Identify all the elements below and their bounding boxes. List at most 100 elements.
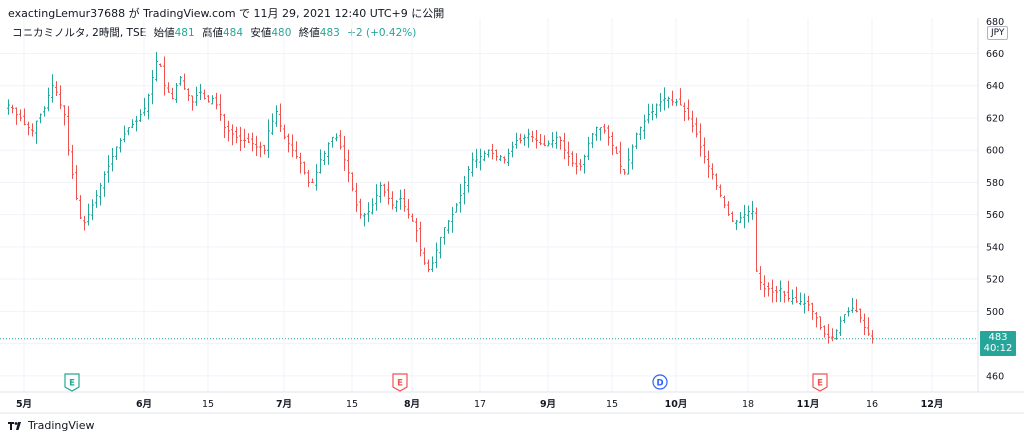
ohlc-bar bbox=[339, 130, 342, 150]
open-value: 481 bbox=[174, 27, 195, 39]
ohlc-bar bbox=[211, 95, 214, 105]
ohlc-bar bbox=[95, 190, 98, 208]
ohlc-bar bbox=[383, 183, 386, 197]
ohlc-bar bbox=[647, 103, 650, 124]
ohlc-bar bbox=[735, 220, 738, 231]
ohlc-bar bbox=[547, 140, 550, 147]
ohlc-bar bbox=[671, 90, 674, 106]
ohlc-bar bbox=[435, 242, 438, 269]
ohlc-bar bbox=[375, 184, 378, 211]
ohlc-bar bbox=[199, 83, 202, 101]
ohlc-bar bbox=[303, 161, 306, 175]
ohlc-bar bbox=[507, 148, 510, 167]
price-tick-label: 640 bbox=[986, 81, 1004, 92]
ohlc-bar bbox=[839, 316, 842, 336]
ohlc-bar bbox=[467, 165, 470, 193]
ohlc-bar bbox=[279, 103, 282, 132]
time-tick-label: 8月 bbox=[404, 399, 420, 410]
ohlc-bar bbox=[763, 275, 766, 298]
ohlc-bar bbox=[607, 125, 610, 146]
ohlc-bar bbox=[427, 259, 430, 273]
ohlc-bars bbox=[7, 51, 874, 344]
ohlc-bar bbox=[371, 198, 374, 215]
ohlc-bar bbox=[535, 130, 538, 149]
time-tick-label: 6月 bbox=[136, 399, 152, 410]
ohlc-bar bbox=[75, 165, 78, 201]
ohlc-bar bbox=[131, 119, 134, 129]
ohlc-bar bbox=[687, 99, 690, 121]
ohlc-bar bbox=[143, 97, 146, 116]
ohlc-bar bbox=[559, 136, 562, 150]
ohlc-bar bbox=[811, 302, 814, 320]
ohlc-bar bbox=[751, 200, 754, 220]
ohlc-bar bbox=[67, 106, 70, 156]
ohlc-bar bbox=[659, 93, 662, 112]
ohlc-bar bbox=[583, 154, 586, 174]
ohlc-bar bbox=[575, 153, 578, 175]
high-value: 484 bbox=[222, 27, 244, 39]
ohlc-bar bbox=[219, 94, 222, 121]
ohlc-bar bbox=[175, 83, 178, 103]
earnings-marker[interactable]: E bbox=[392, 373, 408, 392]
ohlc-bar bbox=[399, 189, 402, 210]
ohlc-bar bbox=[363, 212, 366, 227]
ohlc-bar bbox=[867, 317, 870, 336]
symbol-description[interactable]: コニカミノルタ, 2時間, TSE bbox=[12, 27, 147, 39]
event-marker-label: E bbox=[397, 379, 403, 389]
ohlc-bar bbox=[727, 201, 730, 216]
ohlc-bar bbox=[451, 206, 454, 233]
ohlc-bar bbox=[51, 74, 54, 103]
ohlc-bar bbox=[599, 127, 602, 141]
ohlc-bar bbox=[99, 182, 102, 206]
ohlc-bar bbox=[343, 135, 346, 171]
ohlc-bar bbox=[555, 131, 558, 149]
time-tick-label: 16 bbox=[866, 399, 878, 410]
chart-grid bbox=[0, 18, 978, 392]
ohlc-bar bbox=[787, 280, 790, 302]
currency-badge[interactable]: JPY bbox=[987, 26, 1009, 40]
ohlc-bar bbox=[207, 95, 210, 103]
ohlc-bar bbox=[391, 191, 394, 210]
price-axis[interactable]: 460480500520540560580600620640660680 bbox=[986, 17, 1004, 382]
ohlc-bar bbox=[35, 120, 38, 144]
ohlc-bar bbox=[255, 135, 258, 157]
ohlc-bar bbox=[487, 149, 490, 158]
ohlc-bar bbox=[595, 126, 598, 141]
ohlc-bar bbox=[243, 128, 246, 148]
ohlc-bar bbox=[639, 126, 642, 140]
time-tick-label: 12月 bbox=[921, 399, 944, 410]
ohlc-bar bbox=[847, 307, 850, 317]
close-value: 483 bbox=[319, 27, 340, 39]
ohlc-bar bbox=[459, 183, 462, 213]
time-axis[interactable]: 5月 6月 15 7月 15 8月 17 9月 15 10月 18 11月 16 12月 bbox=[16, 399, 943, 410]
ohlc-bar bbox=[331, 136, 334, 148]
ohlc-bar bbox=[351, 172, 354, 192]
ohlc-bar bbox=[615, 146, 618, 154]
ohlc-bar bbox=[491, 144, 494, 160]
ohlc-bar bbox=[495, 149, 498, 161]
dividend-marker[interactable]: D bbox=[652, 374, 668, 390]
ohlc-bar bbox=[463, 175, 466, 205]
ohlc-bar bbox=[423, 247, 426, 265]
time-tick-label: 7月 bbox=[276, 399, 292, 410]
ohlc-bar bbox=[511, 141, 514, 158]
ohlc-bar bbox=[299, 152, 302, 174]
ohlc-bar bbox=[155, 51, 158, 82]
ohlc-bar bbox=[275, 105, 278, 127]
ohlc-bar bbox=[803, 293, 806, 314]
open-label: 始値 bbox=[153, 27, 175, 39]
change-value: +2 (+0.42%) bbox=[347, 27, 417, 39]
earnings-marker[interactable]: E bbox=[64, 373, 80, 392]
ohlc-bar bbox=[855, 299, 858, 313]
last-price-tag: 483 40:12 bbox=[980, 330, 1016, 356]
ohlc-bar bbox=[387, 181, 390, 205]
time-tick-label: 5月 bbox=[16, 399, 32, 410]
ohlc-bar bbox=[519, 133, 522, 144]
ohlc-bar bbox=[503, 156, 506, 164]
tradingview-footer[interactable]: TradingView bbox=[8, 419, 94, 432]
ohlc-bar bbox=[311, 178, 314, 183]
earnings-marker[interactable]: E bbox=[812, 373, 828, 392]
ohlc-bar bbox=[523, 134, 526, 146]
